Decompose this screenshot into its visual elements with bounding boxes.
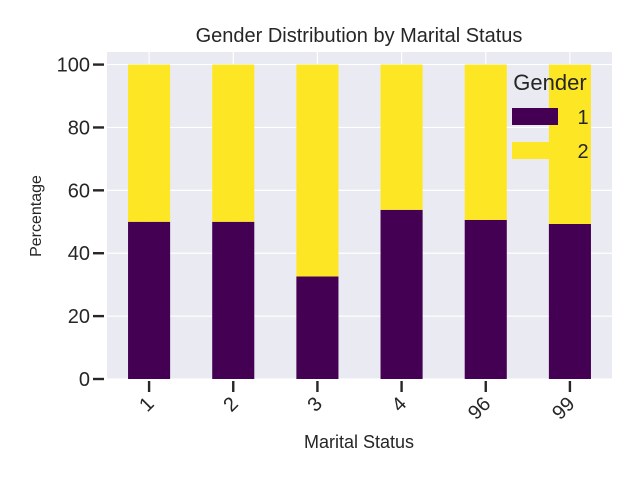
y-axis-label: Percentage (28, 175, 45, 257)
y-tick-label: 60 (68, 180, 90, 202)
bars (128, 64, 591, 379)
x-axis-label: Marital Status (304, 432, 414, 452)
legend-swatch-1 (512, 108, 558, 125)
bar-1-gender-1 (128, 221, 171, 379)
x-tick-label: 2 (219, 393, 242, 416)
x-tick-label: 99 (548, 393, 579, 424)
y-tick-label: 20 (68, 306, 90, 328)
y-axis: 0 20 40 60 80 100 (57, 55, 104, 391)
plot-background (107, 52, 612, 379)
x-tick-label: 1 (135, 393, 158, 416)
x-tick-label: 96 (464, 393, 495, 424)
bar-3-gender-1 (296, 276, 339, 379)
bar-96-gender-1 (464, 219, 507, 379)
chart-title: Gender Distribution by Marital Status (196, 25, 523, 47)
legend-swatch-2 (512, 142, 558, 159)
bar-96-gender-2 (464, 64, 507, 220)
legend-title: Gender (513, 70, 586, 95)
y-tick-label: 100 (57, 55, 90, 77)
y-tick-label: 40 (68, 243, 90, 265)
legend-label: 1 (577, 107, 588, 129)
bar-4-gender-2 (380, 64, 423, 210)
x-tick-label: 4 (388, 393, 411, 416)
x-axis: 1 2 3 4 96 99 (135, 381, 579, 424)
bar-2-gender-1 (212, 221, 255, 379)
bar-3-gender-2 (296, 64, 339, 277)
bar-99-gender-1 (548, 223, 591, 379)
y-tick-label: 80 (68, 117, 90, 139)
y-tick-label: 0 (79, 369, 90, 391)
legend: Gender 1 2 (512, 70, 589, 163)
bar-1-gender-2 (128, 64, 171, 222)
bar-4-gender-1 (380, 209, 423, 379)
x-tick-label: 3 (304, 393, 327, 416)
legend-label: 2 (577, 141, 588, 163)
bar-2-gender-2 (212, 64, 255, 222)
